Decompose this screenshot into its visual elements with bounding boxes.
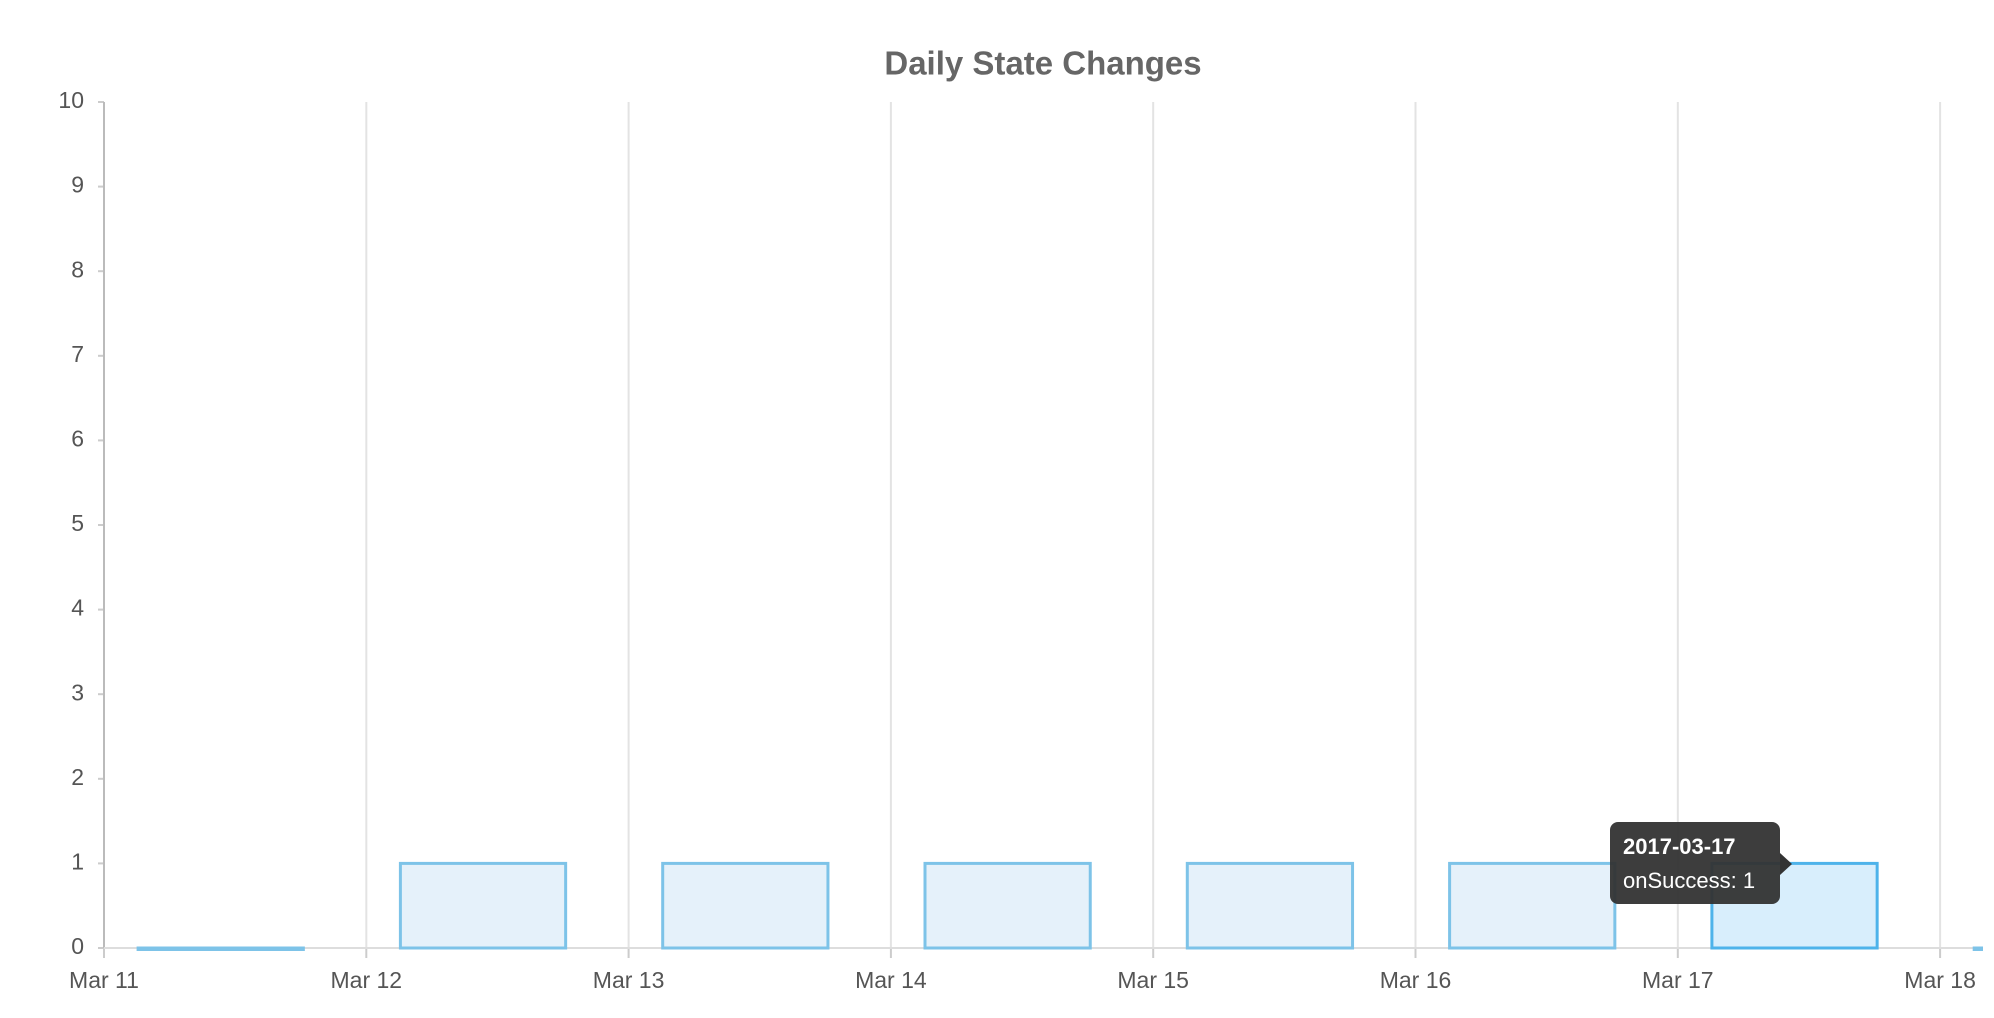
x-tick-label: Mar 15 bbox=[1117, 967, 1189, 993]
tooltip-label: onSuccess: 1 bbox=[1623, 868, 1755, 893]
bar bbox=[923, 861, 1092, 950]
y-tick-label: 9 bbox=[71, 172, 84, 198]
y-tick-label: 8 bbox=[71, 256, 84, 282]
x-tick-label: Mar 14 bbox=[855, 967, 927, 993]
bar bbox=[1972, 946, 1983, 951]
bar bbox=[1448, 861, 1617, 950]
y-tick-label: 6 bbox=[71, 425, 84, 451]
x-tick-label: Mar 16 bbox=[1380, 967, 1452, 993]
y-tick-label: 0 bbox=[71, 933, 84, 959]
y-tick-label: 1 bbox=[71, 848, 84, 874]
tooltip-box bbox=[1610, 822, 1780, 904]
tooltip-title: 2017-03-17 bbox=[1623, 834, 1736, 859]
x-tick-label: Mar 18 bbox=[1904, 967, 1976, 993]
bar bbox=[661, 861, 830, 950]
bar bbox=[398, 861, 568, 950]
y-tick-label: 10 bbox=[58, 87, 84, 113]
chart-title: Daily State Changes bbox=[884, 45, 1201, 82]
x-tick-label: Mar 17 bbox=[1642, 967, 1714, 993]
x-tick-label: Mar 12 bbox=[331, 967, 403, 993]
tooltip-arrow bbox=[1780, 853, 1792, 875]
tooltip: 2017-03-17 onSuccess: 1 bbox=[1610, 822, 1792, 904]
bar bbox=[136, 946, 305, 951]
bar bbox=[1185, 861, 1355, 950]
y-tick-label: 5 bbox=[71, 510, 84, 536]
x-tick-label: Mar 13 bbox=[593, 967, 665, 993]
x-tick-label: Mar 11 bbox=[69, 967, 139, 993]
y-tick-label: 4 bbox=[71, 595, 84, 621]
bars bbox=[136, 861, 1983, 951]
y-tick-label: 2 bbox=[71, 764, 84, 790]
y-tick-label: 3 bbox=[71, 679, 84, 705]
y-tick-label: 7 bbox=[71, 341, 84, 367]
